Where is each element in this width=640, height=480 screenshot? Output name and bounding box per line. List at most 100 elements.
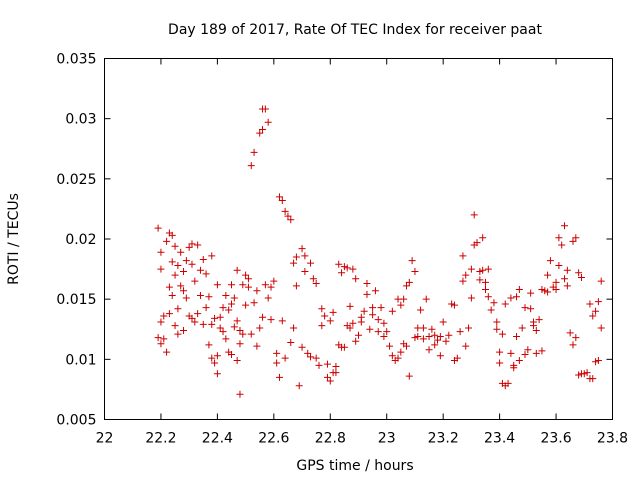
data-point — [236, 326, 244, 334]
data-point — [256, 324, 264, 332]
data-point — [513, 332, 521, 340]
data-point — [194, 241, 202, 249]
data-point — [366, 325, 374, 333]
x-tick-label: 22.4 — [202, 431, 233, 447]
data-point — [228, 300, 235, 308]
data-point — [594, 357, 602, 365]
data-point — [397, 301, 405, 309]
data-point — [239, 330, 247, 338]
data-point — [417, 306, 425, 314]
data-point — [507, 349, 515, 357]
data-point — [199, 255, 207, 263]
data-point — [261, 281, 269, 289]
data-point — [496, 348, 504, 356]
data-points — [154, 105, 605, 398]
data-point — [513, 293, 521, 301]
data-point — [346, 324, 354, 332]
data-point — [428, 325, 436, 333]
data-point — [180, 267, 188, 275]
data-point — [465, 324, 473, 332]
data-point — [315, 361, 323, 369]
data-point — [597, 324, 605, 332]
data-point — [242, 301, 250, 309]
data-point — [532, 349, 540, 357]
data-point — [163, 348, 171, 356]
data-point — [338, 269, 346, 277]
data-point — [281, 207, 289, 215]
data-point — [275, 193, 283, 201]
data-point — [459, 252, 467, 260]
data-point — [484, 293, 492, 301]
data-point — [380, 332, 388, 340]
data-point — [191, 277, 199, 285]
data-point — [278, 196, 286, 204]
data-point — [498, 330, 506, 338]
data-point — [456, 328, 464, 336]
data-point — [515, 357, 523, 365]
data-point — [332, 363, 340, 371]
data-point — [278, 317, 286, 325]
data-point — [479, 234, 487, 242]
data-point — [405, 372, 413, 380]
data-point — [239, 281, 247, 289]
data-point — [233, 266, 241, 274]
data-point — [422, 295, 430, 303]
data-point — [301, 267, 309, 275]
data-point — [273, 349, 281, 357]
data-point — [233, 357, 241, 365]
data-point — [575, 269, 583, 277]
data-point — [419, 324, 427, 332]
data-point — [583, 369, 591, 377]
data-point — [473, 239, 481, 247]
data-point — [402, 282, 410, 290]
data-point — [202, 270, 210, 278]
data-point — [544, 271, 552, 279]
data-point — [188, 314, 196, 322]
data-point — [205, 293, 213, 301]
data-point — [527, 289, 535, 297]
data-point — [259, 313, 267, 321]
data-point — [250, 148, 258, 156]
x-tick-label: 22 — [96, 431, 114, 447]
data-point — [298, 245, 306, 253]
data-point — [445, 331, 453, 339]
data-point — [182, 257, 190, 265]
x-tick-label: 23.2 — [428, 431, 459, 447]
data-point — [436, 332, 444, 340]
data-point — [275, 373, 283, 381]
data-point — [273, 359, 281, 367]
x-axis: 22 22.2 22.4 22.6 22.8 23 23.2 23.4 23.6 23.8 — [96, 58, 628, 447]
data-point — [312, 280, 320, 288]
data-point — [222, 292, 230, 300]
data-point — [230, 294, 238, 302]
data-point — [267, 316, 275, 324]
data-point — [208, 252, 216, 260]
data-point — [309, 275, 317, 283]
data-point — [323, 360, 331, 368]
data-point — [202, 304, 210, 312]
data-point — [307, 259, 315, 267]
data-point — [219, 328, 227, 336]
data-point — [208, 354, 216, 362]
data-point — [453, 354, 461, 362]
data-point — [431, 341, 439, 349]
data-point — [482, 278, 489, 286]
y-tick-label: 0.025 — [56, 172, 96, 188]
data-point — [228, 281, 235, 289]
data-point — [301, 252, 309, 260]
data-point — [213, 370, 221, 378]
data-point — [346, 302, 354, 310]
data-point — [521, 351, 529, 359]
data-point — [388, 352, 396, 360]
x-tick-label: 22.6 — [258, 431, 289, 447]
data-point — [228, 351, 235, 359]
data-point — [479, 266, 487, 274]
data-point — [386, 342, 394, 350]
data-point — [569, 341, 577, 349]
data-point — [380, 319, 388, 327]
data-point — [563, 266, 571, 274]
data-point — [529, 318, 537, 326]
data-point — [171, 271, 179, 279]
data-point — [177, 248, 185, 256]
data-point — [594, 298, 602, 306]
